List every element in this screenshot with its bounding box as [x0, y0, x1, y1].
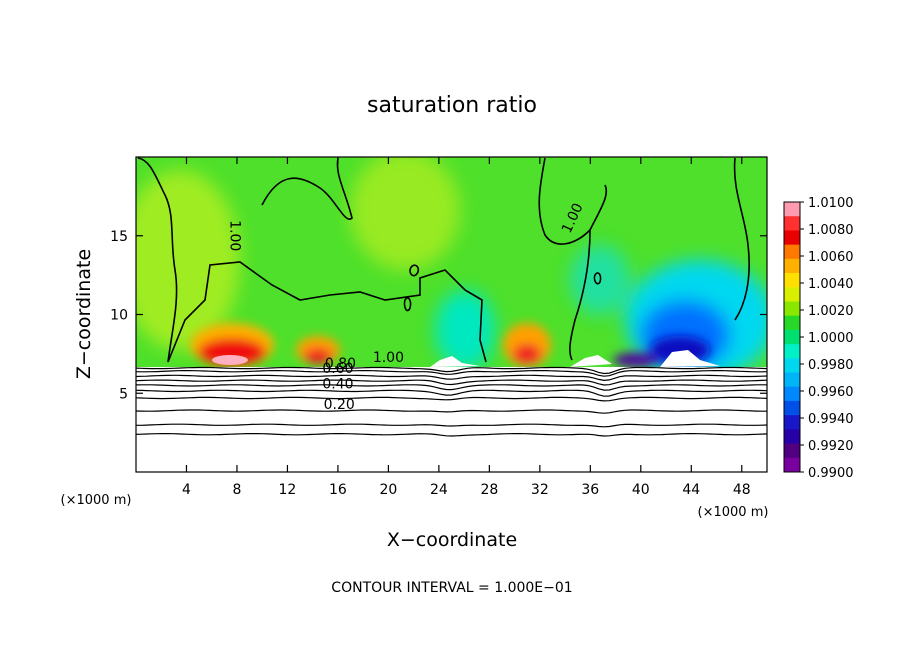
colorbar-swatch: [784, 258, 800, 274]
contour-line: [261, 157, 353, 220]
contour-line: [136, 409, 767, 414]
plot-area: [136, 157, 767, 472]
contour-line: [569, 229, 591, 361]
colorbar-label: 1.0040: [808, 277, 854, 292]
colorbar-swatch: [784, 230, 800, 246]
y-tick-label: 5: [119, 386, 128, 402]
y-axis-label: Z−coordinate: [73, 249, 95, 379]
colorbar-label: 0.9900: [808, 466, 854, 481]
contour-label: 1.00: [227, 220, 243, 251]
colorbar-swatch: [784, 301, 800, 317]
colorbar-label: 0.9960: [808, 385, 854, 400]
heatmap-field: [136, 157, 767, 380]
contour-line: [136, 379, 767, 386]
contour-line: [409, 264, 420, 277]
colorbar-swatch: [784, 287, 800, 302]
x-tick-label: 12: [279, 482, 297, 498]
surface-bump: [430, 350, 720, 367]
colorbar-swatch: [784, 329, 800, 345]
contour-line: [593, 272, 602, 285]
x-tick-label: 48: [733, 482, 751, 498]
x-axis-label: X−coordinate: [387, 529, 517, 551]
subsaturated-region: [136, 367, 767, 472]
x-tick-label: 20: [379, 482, 397, 498]
colorbar-label: 1.0080: [808, 223, 854, 238]
x-tick-label: 36: [581, 482, 599, 498]
colorbar-swatch: [784, 429, 800, 445]
colorbar-swatch: [784, 358, 800, 374]
contour-line: [136, 389, 767, 397]
colorbar-swatch: [784, 202, 800, 217]
field-red-patch: [304, 348, 332, 364]
contour-line: [136, 433, 767, 437]
contour-label: 0.80: [325, 356, 356, 372]
contour-line: [538, 157, 608, 245]
contour-line: [136, 423, 767, 428]
contour-interval-note: CONTOUR INTERVAL = 1.000E−01: [331, 580, 572, 596]
x-tick-label: 40: [632, 482, 650, 498]
contour-labels: 1.00 1.001.000.800.600.400.20: [227, 201, 587, 413]
colorbar-swatch: [784, 315, 800, 331]
colorbar-swatch: [784, 372, 800, 388]
y-tick-label: 15: [110, 229, 128, 245]
contour-label: 0.20: [324, 397, 355, 413]
contour-line: [136, 370, 767, 377]
field-cyan-patch: [435, 290, 495, 370]
x-tick-label: 44: [682, 482, 700, 498]
colorbar: 1.0100 1.0080 1.0060 1.0040 1.0020 1.0000 0.99…: [783, 196, 854, 481]
y-unit-label: (×1000 m): [61, 493, 132, 508]
field-lightgreen-patch: [136, 170, 240, 350]
x-unit-label: (×1000 m): [698, 505, 769, 520]
field-purple-patch: [613, 353, 657, 367]
colorbar-label: 1.0020: [808, 304, 854, 319]
colorbar-swatch: [784, 244, 800, 260]
lower-contour-group: [136, 366, 767, 437]
colorbar-label: 1.0060: [808, 250, 854, 265]
colorbar-swatch: [784, 400, 800, 416]
contour-line: [136, 396, 767, 402]
x-tick-label: 4: [182, 482, 191, 498]
x-tick-label: 28: [480, 482, 498, 498]
contour-label: 1.00: [373, 350, 404, 366]
contour-line: [733, 157, 750, 321]
chart-title: saturation ratio: [367, 93, 537, 118]
y-tick-label: 10: [110, 308, 128, 324]
contour-label: 0.40: [322, 377, 353, 393]
contour-line: [137, 157, 178, 363]
x-tick-label: 24: [430, 482, 448, 498]
colorbar-label: 1.0000: [808, 331, 854, 346]
x-tick-label: 8: [232, 482, 241, 498]
colorbar-label: 0.9940: [808, 412, 854, 427]
contour-line: [136, 384, 767, 391]
colorbar-swatch: [784, 443, 800, 459]
colorbar-label: 0.9980: [808, 358, 854, 373]
field-red-patch: [513, 344, 541, 364]
colorbar-swatch: [784, 344, 800, 359]
colorbar-swatch: [784, 216, 800, 231]
x-tick-label: 32: [531, 482, 549, 498]
contour-line: [136, 374, 767, 382]
contour-label: 0.60: [322, 361, 353, 377]
field-lightgreen-patch: [350, 157, 460, 270]
field-pink-core: [212, 355, 248, 365]
colorbar-label: 1.0100: [808, 196, 854, 211]
contours-upper: [137, 157, 750, 363]
contour-line: [136, 366, 767, 375]
colorbar-label: 0.9920: [808, 439, 854, 454]
contour-line: [403, 297, 412, 312]
colorbar-swatch: [784, 386, 800, 402]
contour-line: [167, 261, 487, 363]
x-tick-label: 16: [329, 482, 347, 498]
colorbar-swatch: [784, 415, 800, 430]
colorbar-swatch: [784, 457, 800, 473]
colorbar-swatch: [784, 273, 800, 288]
